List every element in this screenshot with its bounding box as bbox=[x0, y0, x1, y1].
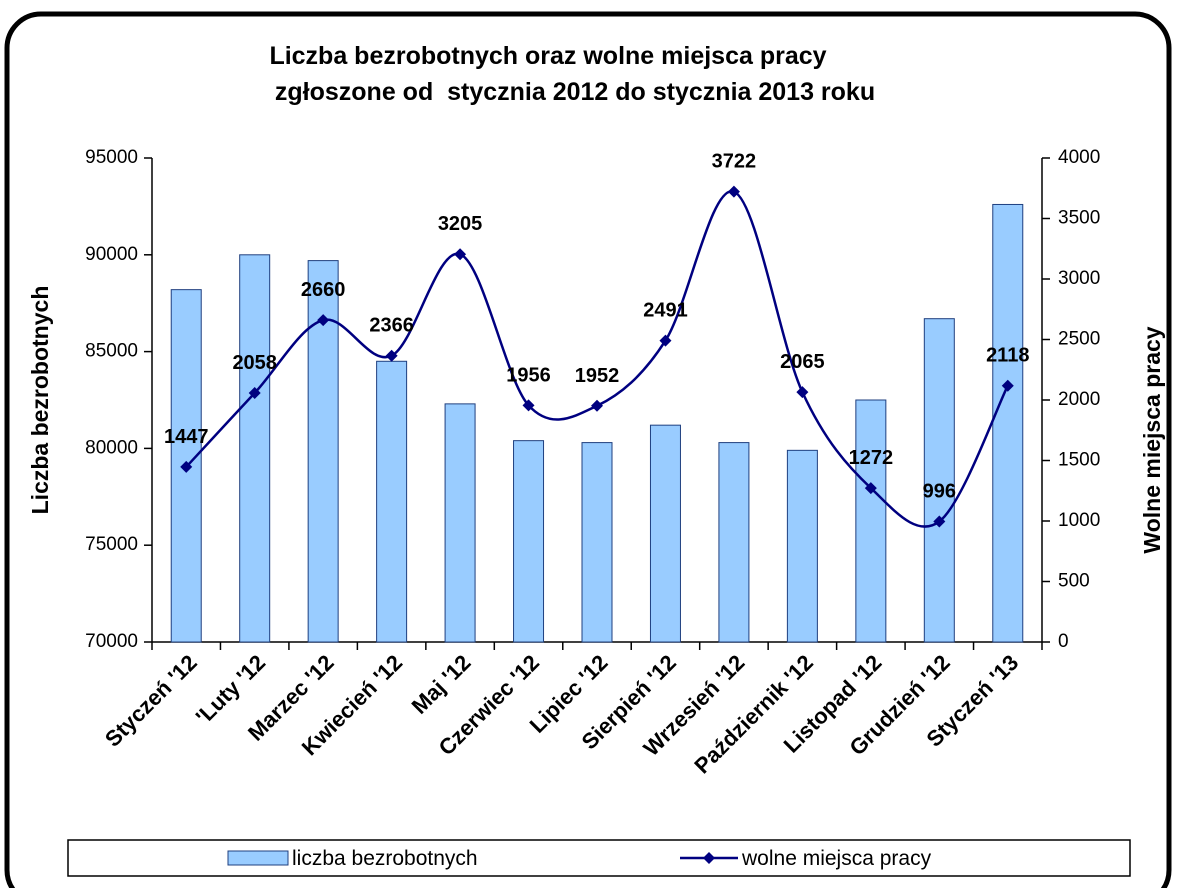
data-label: 1956 bbox=[506, 364, 551, 386]
y2-tick-label: 3000 bbox=[1058, 268, 1100, 289]
y-tick-label: 70000 bbox=[85, 631, 138, 652]
legend-label: liczba bezrobotnych bbox=[292, 847, 478, 870]
marker bbox=[522, 399, 535, 412]
marker bbox=[317, 314, 330, 327]
legend-label: wolne miejsca pracy bbox=[741, 847, 932, 870]
y-tick-label: 75000 bbox=[85, 534, 138, 555]
marker bbox=[591, 399, 603, 412]
legend-swatch bbox=[227, 850, 289, 866]
bar bbox=[992, 203, 1024, 643]
marker bbox=[1001, 379, 1014, 392]
marker bbox=[385, 349, 398, 362]
bar bbox=[923, 318, 955, 643]
y-tick-label: 85000 bbox=[85, 341, 138, 362]
marker bbox=[727, 185, 740, 198]
data-label: 2065 bbox=[780, 351, 825, 373]
y2-tick-label: 500 bbox=[1058, 571, 1090, 592]
bar bbox=[581, 442, 613, 643]
marker bbox=[180, 460, 193, 473]
bar bbox=[239, 254, 271, 643]
data-label: 3205 bbox=[438, 213, 483, 235]
y2-axis-label: Wolne miejsca pracy bbox=[1139, 326, 1165, 553]
y2-tick-label: 2500 bbox=[1058, 329, 1100, 350]
marker bbox=[454, 248, 467, 261]
marker bbox=[796, 386, 809, 399]
bar bbox=[513, 440, 545, 643]
marker bbox=[659, 334, 672, 347]
y2-tick-label: 2000 bbox=[1058, 389, 1100, 410]
marker bbox=[933, 515, 946, 528]
bar bbox=[649, 424, 681, 643]
y-axis-label: Liczba bezrobotnych bbox=[27, 286, 53, 515]
y2-tick-label: 1000 bbox=[1058, 510, 1100, 531]
chart-title: zgłoszone od stycznia 2012 do stycznia 2… bbox=[275, 78, 875, 106]
y2-tick-label: 4000 bbox=[1058, 147, 1100, 168]
bar bbox=[444, 403, 476, 643]
data-label: 996 bbox=[923, 480, 956, 502]
data-label: 1272 bbox=[849, 447, 894, 469]
chart-title: Liczba bezrobotnych oraz wolne miejsca p… bbox=[269, 42, 826, 70]
y-tick-label: 90000 bbox=[85, 244, 138, 265]
bar bbox=[786, 449, 818, 643]
y2-tick-label: 3500 bbox=[1058, 208, 1100, 229]
bar bbox=[855, 399, 887, 643]
bar bbox=[376, 360, 408, 643]
data-label: 1952 bbox=[575, 365, 620, 387]
marker bbox=[864, 482, 877, 495]
marker bbox=[248, 386, 261, 399]
y2-tick-label: 0 bbox=[1058, 631, 1069, 652]
data-label: 3722 bbox=[712, 151, 757, 173]
y-tick-label: 95000 bbox=[85, 147, 138, 168]
data-label: 1447 bbox=[164, 426, 209, 448]
legend bbox=[67, 839, 1131, 877]
bar bbox=[718, 442, 750, 643]
data-label: 2366 bbox=[369, 315, 414, 337]
data-label: 2058 bbox=[232, 352, 277, 374]
legend-marker bbox=[703, 852, 715, 864]
data-label: 2118 bbox=[986, 345, 1029, 367]
data-label: 2491 bbox=[643, 300, 688, 322]
data-label: 2660 bbox=[301, 279, 346, 301]
y2-tick-label: 1500 bbox=[1058, 450, 1100, 471]
y-tick-label: 80000 bbox=[85, 437, 138, 458]
